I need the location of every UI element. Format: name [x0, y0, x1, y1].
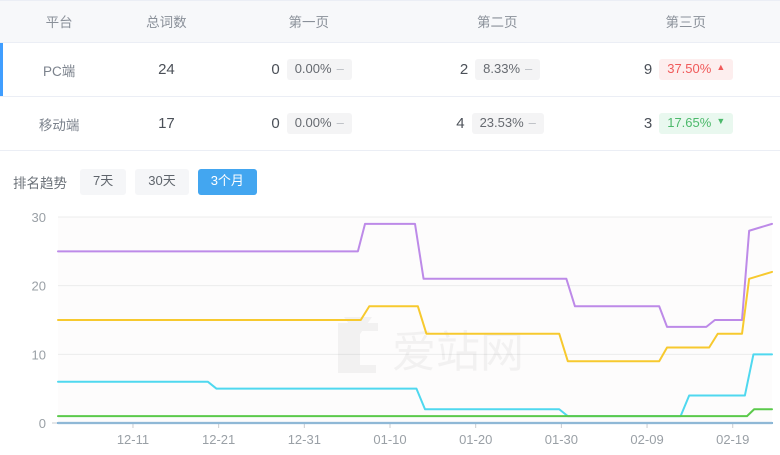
page-one-percent-value: 0.00%: [294, 114, 332, 130]
flat-icon: –: [525, 60, 533, 76]
table-body: PC端 24 0 0.00% – 2 8.33%: [0, 42, 780, 151]
cell-page-three: 3 17.65% ▼: [591, 96, 780, 151]
trend-control-bar: 排名趋势 7天 30天 3个月: [0, 151, 780, 197]
watermark-logo-icon: [338, 323, 378, 373]
arrow-down-icon: ▼: [716, 116, 726, 127]
platform-label: PC端: [43, 63, 76, 79]
x-axis-tick-label: 01-30: [545, 432, 578, 447]
platform-label: 移动端: [38, 117, 80, 133]
rank-trend-chart-svg: 0 10 20 30 12-11 12-21 12-31 01-10 01-20 01-30 02-…: [32, 210, 774, 447]
page-two-count: 2: [459, 60, 469, 78]
flat-icon: –: [528, 114, 536, 130]
page-one-percent-badge: 0.00% –: [286, 58, 352, 81]
column-header-page-two: 第二页: [403, 0, 592, 43]
cell-page-one: 0 0.00% –: [214, 96, 403, 151]
x-axis-tick-label: 02-19: [716, 432, 749, 447]
cell-total-keywords: 24: [118, 42, 215, 97]
chart-series-line: [57, 222, 773, 328]
page-two-percent-badge: 23.53% –: [471, 112, 544, 135]
table-header-row: 平台 总词数 第一页 第二页 第三页: [0, 0, 780, 43]
total-keywords-value: 17: [158, 115, 175, 132]
trend-section-title: 排名趋势: [13, 176, 67, 191]
page-two-percent-badge: 8.33% –: [475, 58, 541, 81]
column-header-page-one: 第一页: [214, 0, 403, 43]
page-three-count: 3: [643, 114, 653, 132]
page-one-count: 0: [271, 114, 280, 132]
page-three-count: 9: [643, 60, 653, 78]
cell-page-one: 0 0.00% –: [214, 42, 403, 97]
range-tab-7d[interactable]: 7天: [80, 169, 127, 195]
page-two-percent-value: 23.53%: [479, 114, 524, 130]
column-header-total-keywords: 总词数: [118, 0, 215, 43]
range-tab-3m[interactable]: 3个月: [197, 169, 257, 195]
cell-platform: 移动端: [0, 96, 119, 151]
x-axis-tick-label: 12-11: [117, 432, 149, 447]
column-header-page-three: 第三页: [591, 0, 780, 43]
page-three-percent-value: 17.65%: [667, 114, 712, 130]
x-axis-tick-label: 01-10: [373, 432, 406, 447]
chart-series-line: [57, 353, 773, 418]
y-axis-tick-label: 10: [32, 347, 46, 362]
page-one-percent-badge: 0.00% –: [286, 112, 352, 135]
total-keywords-value: 24: [158, 61, 175, 78]
watermark-logo-arrow-icon: [344, 317, 372, 337]
watermark: 爱站网: [338, 317, 524, 378]
cell-total-keywords: 17: [118, 96, 215, 151]
x-axis-tick-label: 12-21: [202, 432, 235, 447]
rank-trend-chart: 0 10 20 30 12-11 12-21 12-31 01-10 01-20 01-30 02-…: [0, 205, 780, 455]
x-axis-tick-label: 12-31: [288, 432, 321, 447]
y-axis-tick-label: 20: [32, 279, 46, 294]
page-three-percent-value: 37.50%: [667, 60, 712, 76]
flat-icon: –: [336, 60, 344, 76]
page-one-percent-value: 0.00%: [294, 60, 332, 76]
watermark-text: 爱站网: [392, 327, 524, 378]
page-three-percent-badge: 17.65% ▼: [659, 112, 734, 135]
cell-platform: PC端: [0, 42, 119, 97]
x-axis-tick-label: 02-09: [630, 432, 663, 447]
range-tab-30d[interactable]: 30天: [135, 169, 189, 195]
page-two-percent-value: 8.33%: [483, 60, 521, 76]
page-three-percent-badge: 37.50% ▲: [659, 58, 734, 81]
page-one-count: 0: [271, 60, 280, 78]
y-axis-tick-label: 30: [32, 210, 46, 225]
platform-stats-table: 平台 总词数 第一页 第二页 第三页 PC端 24 0 0.00% –: [0, 0, 780, 151]
cell-page-three: 9 37.50% ▲: [591, 42, 780, 97]
arrow-up-icon: ▲: [716, 62, 726, 73]
x-axis-tick-label: 01-20: [459, 432, 492, 447]
chart-series-line: [57, 408, 773, 418]
table-row[interactable]: PC端 24 0 0.00% – 2 8.33%: [0, 42, 780, 97]
flat-icon: –: [336, 114, 344, 130]
table-row[interactable]: 移动端 17 0 0.00% – 4 23.53%: [0, 96, 780, 151]
table-header: 平台 总词数 第一页 第二页 第三页: [0, 0, 780, 43]
chart-series-line: [57, 270, 773, 363]
column-header-platform: 平台: [0, 0, 119, 43]
page-two-count: 4: [456, 114, 465, 132]
y-axis-tick-label: 0: [39, 416, 46, 431]
cell-page-two: 4 23.53% –: [403, 96, 592, 151]
cell-page-two: 2 8.33% –: [403, 42, 592, 97]
